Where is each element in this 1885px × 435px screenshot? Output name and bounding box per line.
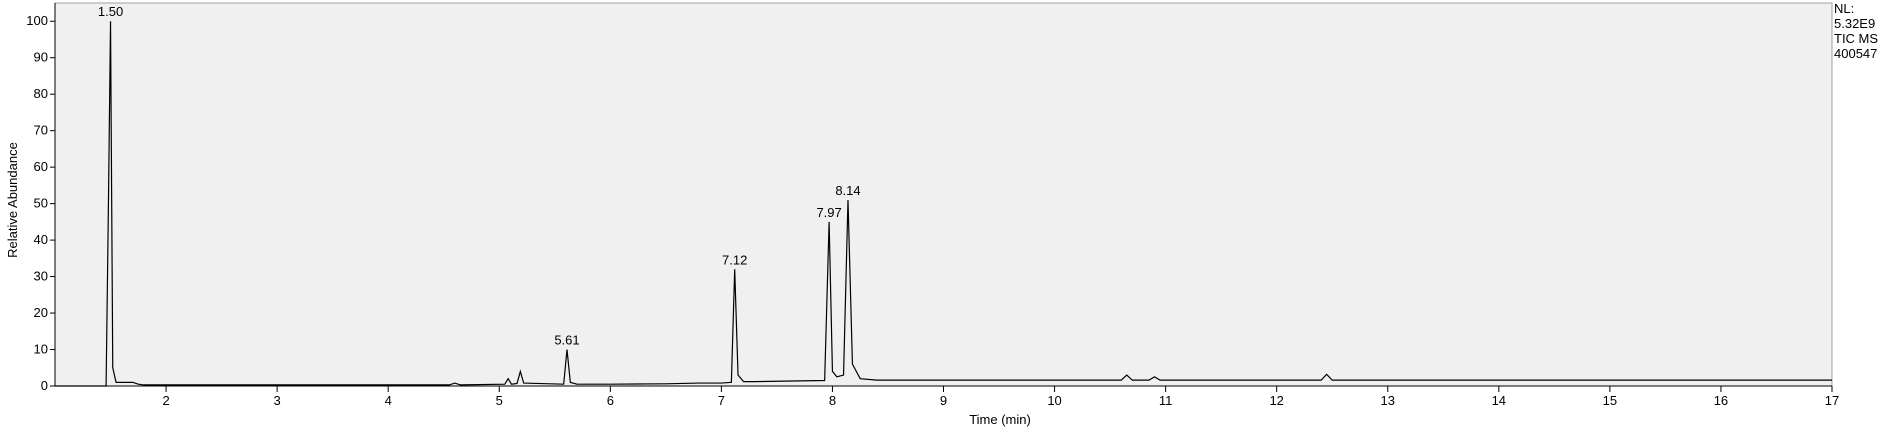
x-tick-label: 8: [829, 393, 836, 408]
x-tick-label: 12: [1269, 393, 1283, 408]
y-tick-label: 20: [34, 305, 48, 320]
y-tick-label: 100: [26, 13, 48, 28]
trace: [55, 21, 1832, 387]
y-tick-label: 60: [34, 159, 48, 174]
y-tick-label: 90: [34, 50, 48, 65]
peak-label: 7.97: [816, 205, 841, 220]
peak-label: 5.61: [554, 333, 579, 348]
x-tick-label: 13: [1381, 393, 1395, 408]
x-tick-label: 16: [1714, 393, 1728, 408]
x-tick-label: 15: [1603, 393, 1617, 408]
x-tick-label: 3: [274, 393, 281, 408]
x-tick-label: 4: [385, 393, 392, 408]
x-tick-label: 5: [496, 393, 503, 408]
x-tick-label: 9: [940, 393, 947, 408]
x-tick-label: 17: [1825, 393, 1839, 408]
x-tick-label: 2: [162, 393, 169, 408]
peak-label: 1.50: [98, 4, 123, 19]
y-tick-label: 30: [34, 269, 48, 284]
info-text: NL:: [1834, 1, 1854, 16]
plot-area: [54, 2, 1833, 387]
x-tick-label: 11: [1159, 393, 1173, 408]
x-tick-label: 10: [1047, 393, 1061, 408]
peak-label: 8.14: [835, 183, 860, 198]
y-tick-label: 0: [41, 378, 48, 393]
x-axis-label: Time (min): [969, 412, 1031, 427]
y-tick-label: 40: [34, 232, 48, 247]
y-tick-label: 80: [34, 86, 48, 101]
peak-label: 7.12: [722, 252, 747, 267]
y-axis-label: Relative Abundance: [5, 142, 20, 258]
x-tick-label: 14: [1492, 393, 1506, 408]
y-tick-label: 10: [34, 342, 48, 357]
info-text: 5.32E9: [1834, 16, 1875, 31]
x-tick-label: 7: [718, 393, 725, 408]
info-text: 400547: [1834, 46, 1877, 61]
x-tick-label: 6: [607, 393, 614, 408]
y-tick-label: 50: [34, 196, 48, 211]
info-text: TIC MS: [1834, 31, 1878, 46]
y-tick-label: 70: [34, 123, 48, 138]
